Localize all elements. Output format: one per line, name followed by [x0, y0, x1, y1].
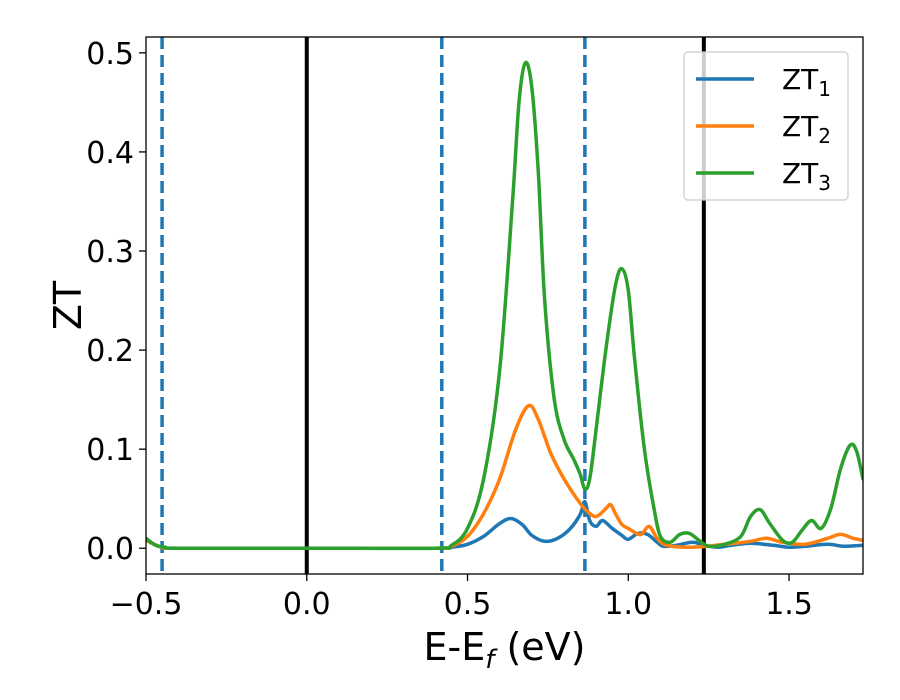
y-axis: 0.0 0.1 0.2 0.3 0.4 0.5: [86, 37, 146, 567]
y-axis-label: ZT: [46, 280, 90, 330]
series-line-zt3: [146, 60, 863, 551]
legend-box: [683, 51, 849, 201]
y-tick-label: 0.2: [86, 334, 134, 369]
legend: ZT1 ZT2 ZT3: [683, 51, 849, 201]
x-axis-label: E-Ef (eV): [424, 625, 586, 675]
reference-lines: [160, 37, 706, 574]
y-tick-label: 0.4: [86, 136, 134, 171]
x-axis: −0.5 0.0 0.5 1.0 1.5: [110, 574, 813, 622]
legend-label: ZT3: [782, 157, 831, 195]
x-tick-label: −0.5: [110, 587, 183, 622]
series-layer: [146, 60, 863, 551]
axes-frame: [145, 36, 864, 575]
y-tick-label: 0.5: [86, 37, 134, 72]
x-tick-label: 0.0: [283, 587, 331, 622]
series-line-zt2: [146, 403, 863, 551]
x-tick-label: 1.0: [604, 587, 652, 622]
legend-label: ZT2: [782, 110, 831, 148]
x-axis-label-unit: (eV): [494, 625, 585, 669]
x-tick-label: 0.5: [444, 587, 492, 622]
y-tick-label: 0.1: [86, 433, 134, 468]
x-tick-label: 1.5: [765, 587, 813, 622]
y-tick-label: 0.0: [86, 532, 134, 567]
legend-label: ZT1: [782, 63, 831, 101]
x-axis-label-main: E-E: [424, 625, 486, 669]
y-tick-label: 0.3: [86, 235, 134, 270]
